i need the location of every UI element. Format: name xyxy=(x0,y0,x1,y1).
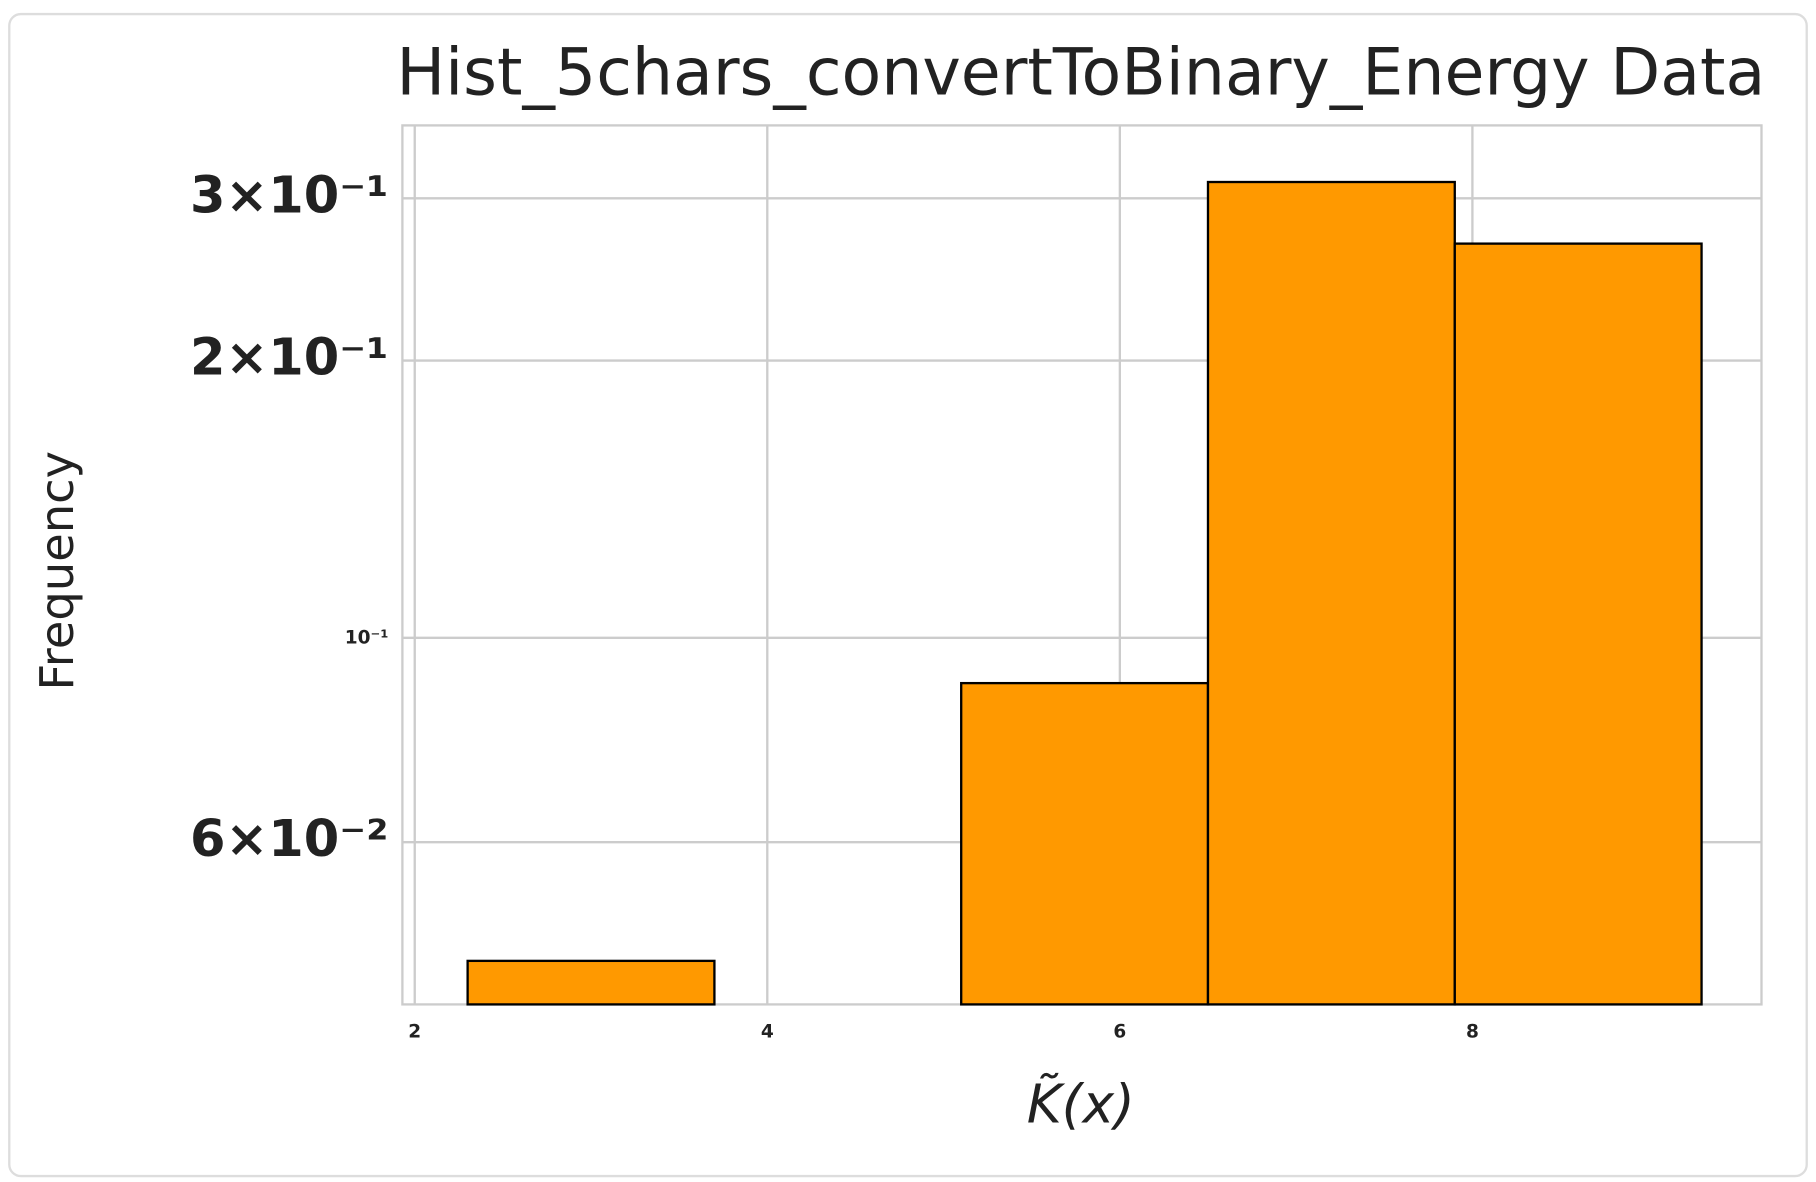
chart-title: Hist_5chars_convertToBinary_Energy Data xyxy=(396,35,1765,110)
x-tick-label: 6 xyxy=(1113,1022,1126,1043)
bar xyxy=(1453,242,1703,1006)
y-tick-label: 10⁻¹ xyxy=(345,627,389,648)
x-tick-label: 2 xyxy=(408,1022,421,1043)
bar xyxy=(960,681,1210,1006)
y-tick-label: 6×10⁻² xyxy=(190,810,389,869)
y-tick-label: 2×10⁻¹ xyxy=(190,329,389,388)
y-axis-label: Frequency xyxy=(30,451,84,691)
bar xyxy=(1206,180,1456,1006)
x-tick-label: 8 xyxy=(1466,1022,1479,1043)
x-tick-label: 4 xyxy=(761,1022,774,1043)
x-axis-label: K̃(x) xyxy=(1027,1072,1135,1135)
y-tick-label: 3×10⁻¹ xyxy=(190,166,389,225)
bar xyxy=(466,959,716,1006)
